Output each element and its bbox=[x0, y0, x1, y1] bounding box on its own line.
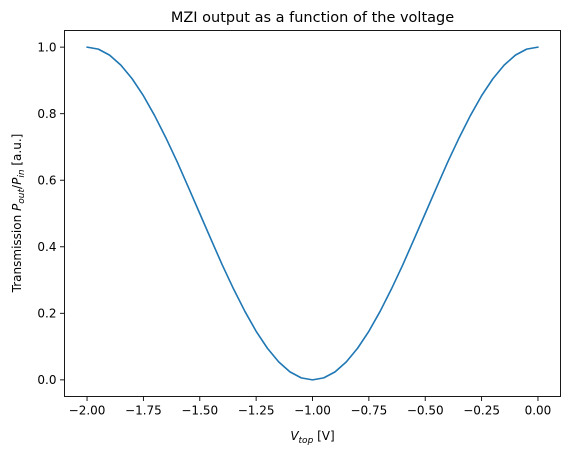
y-axis-label: Transmission Pout/Pin [a.u.] bbox=[10, 134, 27, 294]
series-group bbox=[86, 46, 539, 381]
y-tick-label: 0.6 bbox=[37, 173, 56, 187]
x-tick-label: −1.75 bbox=[125, 404, 162, 418]
plot-frame bbox=[64, 30, 561, 397]
x-axis-label-unit: [V] bbox=[313, 429, 334, 443]
x-tick-label: −1.00 bbox=[294, 404, 331, 418]
x-tick-label: −1.25 bbox=[238, 404, 275, 418]
y-axis-ticks: 0.0 0.2 0.4 0.6 0.8 1.0 bbox=[37, 40, 65, 387]
y-tick-label: 0.8 bbox=[37, 107, 56, 121]
y-tick-label: 0.2 bbox=[37, 307, 56, 321]
x-tick-label: −0.75 bbox=[350, 404, 387, 418]
y-axis-label-unit: [a.u.] bbox=[10, 134, 24, 170]
y-axis-label-slash: / bbox=[10, 184, 24, 189]
x-axis-label-subscript: top bbox=[299, 436, 314, 446]
x-axis-label-symbol: V bbox=[290, 429, 299, 443]
y-axis-label-den: P bbox=[10, 177, 24, 185]
x-tick-label: 0.00 bbox=[525, 404, 552, 418]
x-tick-label: −2.00 bbox=[69, 404, 106, 418]
y-tick-label: 0.4 bbox=[37, 240, 56, 254]
y-axis-label-prefix: Transmission bbox=[10, 211, 24, 293]
y-axis-label-num: P bbox=[10, 203, 24, 211]
y-axis-label-num-sub: out bbox=[17, 189, 27, 204]
x-axis-ticks: −2.00 −1.75 −1.50 −1.25 −1.00 −0.75 −0.50 −0.25… bbox=[69, 396, 552, 418]
y-axis-label-den-sub: in bbox=[17, 169, 27, 178]
x-tick-label: −0.50 bbox=[407, 404, 444, 418]
chart-title: MZI output as a function of the voltage bbox=[171, 10, 454, 26]
x-tick-label: −0.25 bbox=[463, 404, 500, 418]
y-tick-label: 0.0 bbox=[37, 373, 56, 387]
y-tick-label: 1.0 bbox=[37, 40, 56, 54]
x-axis-label: Vtop [V] bbox=[290, 429, 334, 446]
x-tick-label: −1.50 bbox=[181, 404, 218, 418]
series-line-0 bbox=[86, 46, 539, 381]
